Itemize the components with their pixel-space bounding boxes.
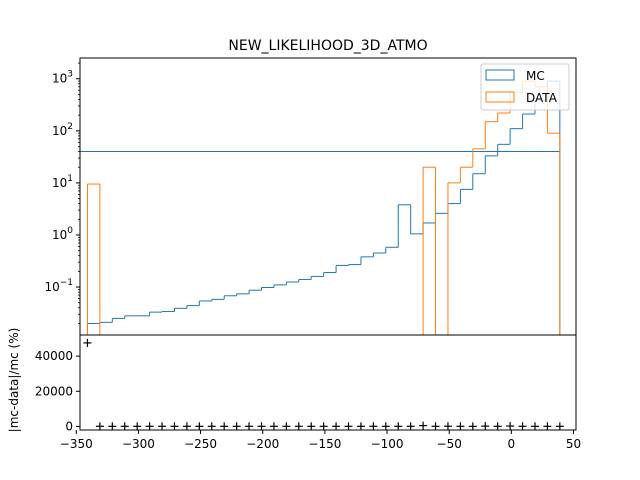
ratio-point [456,422,465,431]
ratio-point [356,422,365,431]
x-tick-label: 0 [508,437,516,451]
series-data [86,80,561,335]
ratio-point [344,422,353,431]
legend-swatch-data [485,91,515,103]
ratio-point [307,422,316,431]
ratio-point [220,422,229,431]
ratio-point [394,422,403,431]
ratio-point [158,422,167,431]
ratio-point [406,422,415,431]
chart-title: NEW_LIKELIHOOD_3D_ATMO [228,38,427,54]
ratio-point [182,422,191,431]
ratio-point [257,422,266,431]
x-tick-label: −250 [184,437,217,451]
ratio-point [120,422,129,431]
ratio-point [195,422,204,431]
ratio-point [506,422,515,431]
ratio-point [481,422,490,431]
series-mc [80,80,561,335]
ratio-point [294,422,303,431]
legend-label-data: DATA [526,91,558,105]
ratio-point [369,422,378,431]
ratio-point [269,422,278,431]
ratio-point [443,422,452,431]
ratio-point [468,422,477,431]
ratio-point [145,422,154,431]
x-tick-label: −50 [437,437,462,451]
x-tick-label: 50 [566,437,581,451]
ratio-point [232,422,241,431]
ratio-point [207,422,216,431]
legend: MC DATA [480,63,570,111]
ratio-point [332,422,341,431]
ratio-point [381,422,390,431]
x-tick-label: −100 [371,437,404,451]
ratio-point [282,422,291,431]
bottom-axes-frame [79,334,577,431]
legend-frame [480,63,570,111]
bottom-y-tick-label: 20000 [35,384,73,398]
ratio-point [419,421,428,430]
ratio-point [543,422,552,431]
x-tick-label: −300 [122,437,155,451]
ratio-point [95,422,104,431]
ratio-point [108,422,117,431]
ratio-point [530,422,539,431]
bottom-y-tick-label: 40000 [35,349,73,363]
x-tick-label: −200 [246,437,279,451]
legend-label-mc: MC [526,69,545,83]
x-tick-label: −350 [60,437,93,451]
x-tick-label: −150 [308,437,341,451]
bottom-y-axis-label: |mc-data|/mc (%) [7,328,21,433]
ratio-point [319,422,328,431]
ratio-point [493,422,502,431]
legend-swatch-mc [485,69,515,81]
bottom-y-tick-label: 0 [65,419,73,433]
ratio-point [245,422,254,431]
ratio-point [133,422,142,431]
ratio-point [431,422,440,431]
ratio-point [170,422,179,431]
ratio-point [555,422,564,431]
ratio-point [83,338,92,347]
ratio-point [518,422,527,431]
bottom-plot: 0 20000 40000 −350 −300 −250 −200 −150 −100 −50 0 5… [35,334,581,451]
